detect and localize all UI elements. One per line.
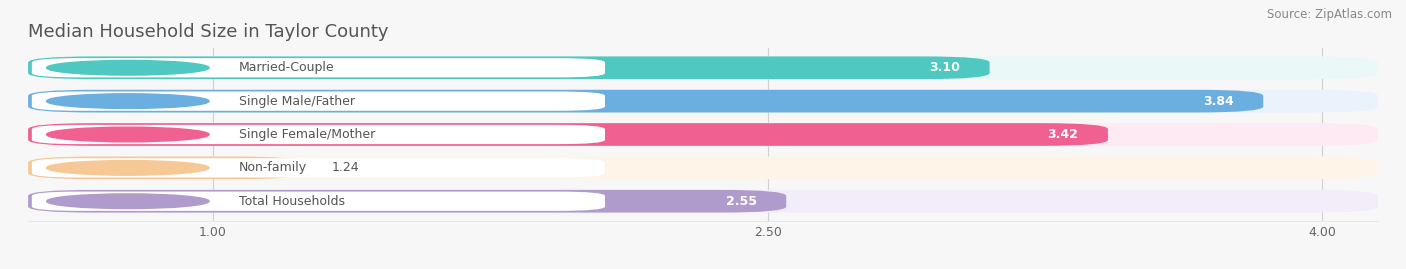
FancyBboxPatch shape [28,90,1263,112]
FancyBboxPatch shape [32,91,605,111]
Text: 3.42: 3.42 [1047,128,1078,141]
Text: Total Households: Total Households [239,195,344,208]
Circle shape [46,161,209,175]
Text: 3.10: 3.10 [929,61,960,74]
FancyBboxPatch shape [28,123,1378,146]
FancyBboxPatch shape [28,123,1108,146]
Text: Median Household Size in Taylor County: Median Household Size in Taylor County [28,23,388,41]
Text: Non-family: Non-family [239,161,307,174]
Text: Single Male/Father: Single Male/Father [239,95,354,108]
FancyBboxPatch shape [32,192,605,211]
FancyBboxPatch shape [28,56,1378,79]
FancyBboxPatch shape [32,158,605,178]
Text: Married-Couple: Married-Couple [239,61,335,74]
FancyBboxPatch shape [32,58,605,77]
FancyBboxPatch shape [28,157,302,179]
Text: Single Female/Mother: Single Female/Mother [239,128,375,141]
FancyBboxPatch shape [28,56,990,79]
FancyBboxPatch shape [32,125,605,144]
Circle shape [46,194,209,208]
Text: Source: ZipAtlas.com: Source: ZipAtlas.com [1267,8,1392,21]
Circle shape [46,61,209,75]
Text: 3.84: 3.84 [1204,95,1233,108]
FancyBboxPatch shape [28,190,1378,213]
FancyBboxPatch shape [28,157,1378,179]
FancyBboxPatch shape [28,90,1378,112]
Circle shape [46,127,209,142]
Text: 2.55: 2.55 [725,195,756,208]
Text: 1.24: 1.24 [332,161,359,174]
FancyBboxPatch shape [28,190,786,213]
Circle shape [46,94,209,108]
